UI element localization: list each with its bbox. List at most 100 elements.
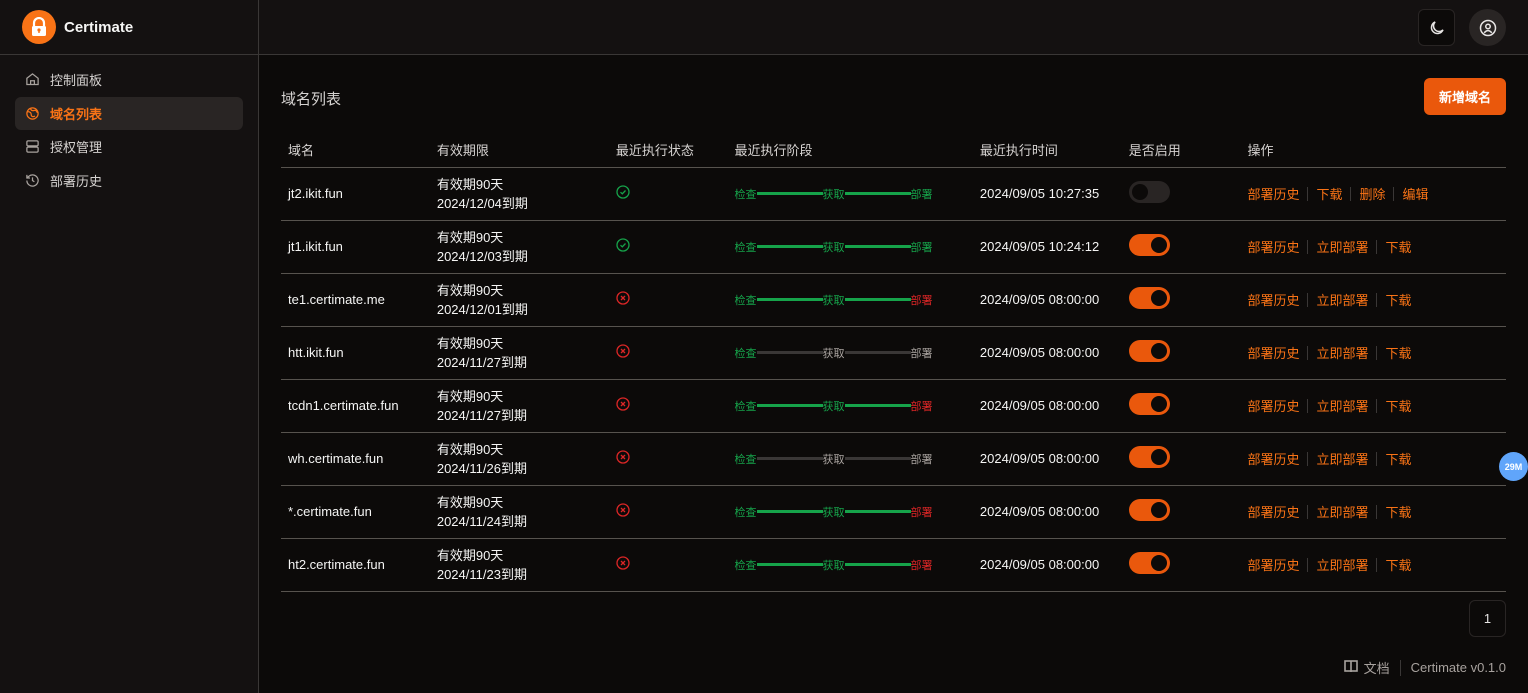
validity-text: 有效期90天	[436, 176, 504, 192]
time-cell: 2024/09/05 08:00:00	[972, 273, 1122, 327]
sidebar-item-3[interactable]: 部署历史	[15, 164, 243, 197]
expiry-text: 2024/12/04到期	[436, 195, 528, 211]
docs-link[interactable]: 文档	[1363, 661, 1390, 676]
pagination-page-1[interactable]: 1	[1469, 600, 1506, 637]
action-link[interactable]: 下载	[1385, 505, 1412, 520]
column-header: 最近执行阶段	[727, 132, 973, 168]
column-header: 最近执行状态	[608, 132, 728, 168]
table-row: te1.certimate.me 有效期90天 2024/12/01到期 检查 获…	[281, 273, 1506, 327]
status-cell	[608, 273, 728, 327]
action-link[interactable]: 下载	[1385, 399, 1412, 414]
enabled-toggle[interactable]	[1128, 552, 1170, 574]
action-link[interactable]: 部署历史	[1247, 293, 1300, 308]
actions-cell: 部署历史 下载 删除 编辑	[1240, 167, 1506, 221]
app-title: Certimate	[64, 18, 134, 36]
action-link[interactable]: 立即部署	[1316, 399, 1369, 414]
stage-deploy: 部署	[910, 188, 933, 201]
action-link[interactable]: 部署历史	[1247, 505, 1300, 520]
user-menu-button[interactable]	[1469, 9, 1506, 46]
enabled-toggle[interactable]	[1128, 287, 1170, 309]
enabled-toggle[interactable]	[1128, 446, 1170, 468]
sidebar-item-0[interactable]: 控制面板	[15, 63, 243, 96]
action-link[interactable]: 下载	[1385, 558, 1412, 573]
validity-cell: 有效期90天 2024/12/03到期	[429, 220, 609, 274]
action-link[interactable]: 立即部署	[1316, 346, 1369, 361]
stage-deploy: 部署	[910, 400, 933, 413]
stage-check: 检查	[734, 241, 757, 254]
enabled-toggle[interactable]	[1128, 393, 1170, 415]
stage-progress: 检查 获取 部署	[735, 239, 973, 255]
enabled-cell	[1121, 538, 1241, 592]
stage-deploy: 部署	[910, 453, 933, 466]
failed-x-icon	[616, 556, 630, 570]
enabled-cell	[1121, 379, 1241, 433]
action-link[interactable]: 立即部署	[1316, 452, 1369, 467]
enabled-cell	[1121, 220, 1241, 274]
action-link[interactable]: 部署历史	[1247, 558, 1300, 573]
stage-deploy: 部署	[910, 294, 933, 307]
action-link[interactable]: 部署历史	[1247, 399, 1300, 414]
stage-cell: 检查 获取 部署	[727, 379, 973, 433]
action-link[interactable]: 下载	[1385, 240, 1412, 255]
stage-cell: 检查 获取 部署	[727, 485, 973, 539]
expiry-text: 2024/12/03到期	[436, 248, 528, 264]
floating-badge[interactable]: 29M	[1499, 452, 1528, 481]
moon-icon	[1430, 20, 1444, 34]
user-circle-icon	[1479, 19, 1496, 36]
table-row: *.certimate.fun 有效期90天 2024/11/24到期 检查 获取…	[281, 485, 1506, 539]
table-row: jt2.ikit.fun 有效期90天 2024/12/04到期 检查 获取 部署…	[281, 167, 1506, 221]
stage-check: 检查	[734, 347, 757, 360]
action-link[interactable]: 下载	[1316, 187, 1343, 202]
action-link[interactable]: 编辑	[1402, 187, 1429, 202]
action-link[interactable]: 下载	[1385, 346, 1412, 361]
stage-check: 检查	[734, 559, 757, 572]
stage-line	[844, 404, 911, 407]
validity-text: 有效期90天	[436, 335, 504, 351]
enabled-toggle[interactable]	[1128, 340, 1170, 362]
action-link[interactable]: 部署历史	[1247, 240, 1300, 255]
validity-text: 有效期90天	[436, 282, 504, 298]
stage-line	[844, 510, 911, 513]
home-icon	[26, 73, 39, 86]
action-link[interactable]: 部署历史	[1247, 187, 1300, 202]
expiry-text: 2024/11/24到期	[436, 513, 527, 529]
action-link[interactable]: 部署历史	[1247, 346, 1300, 361]
action-link[interactable]: 删除	[1359, 187, 1386, 202]
server-icon	[26, 140, 39, 153]
action-link[interactable]: 下载	[1385, 452, 1412, 467]
stage-line	[844, 351, 911, 354]
enabled-toggle[interactable]	[1128, 499, 1170, 521]
stage-deploy: 部署	[910, 506, 933, 519]
action-link[interactable]: 立即部署	[1316, 240, 1369, 255]
stage-line	[756, 457, 823, 460]
theme-toggle-button[interactable]	[1418, 9, 1455, 46]
logo[interactable]: Certimate	[0, 0, 258, 55]
status-cell	[608, 326, 728, 380]
expiry-text: 2024/11/27到期	[436, 354, 527, 370]
action-link[interactable]: 立即部署	[1316, 293, 1369, 308]
sidebar-item-2[interactable]: 授权管理	[15, 130, 243, 163]
action-link[interactable]: 立即部署	[1316, 558, 1369, 573]
action-link[interactable]: 下载	[1385, 293, 1412, 308]
stage-progress: 检查 获取 部署	[735, 398, 973, 414]
stage-cell: 检查 获取 部署	[727, 432, 973, 486]
stage-progress: 检查 获取 部署	[735, 557, 973, 573]
domain-cell: tcdn1.certimate.fun	[281, 379, 430, 433]
time-cell: 2024/09/05 08:00:00	[972, 485, 1122, 539]
enabled-toggle[interactable]	[1128, 234, 1170, 256]
action-link[interactable]: 部署历史	[1247, 452, 1300, 467]
column-header: 最近执行时间	[972, 132, 1122, 168]
stage-line	[756, 298, 823, 301]
stage-check: 检查	[734, 506, 757, 519]
sidebar-item-1[interactable]: 域名列表	[15, 96, 243, 130]
enabled-toggle[interactable]	[1128, 181, 1170, 203]
validity-text: 有效期90天	[436, 494, 504, 510]
stage-line	[756, 404, 823, 407]
validity-cell: 有效期90天 2024/11/27到期	[429, 326, 609, 380]
add-domain-button[interactable]: 新增域名	[1424, 78, 1506, 115]
action-link[interactable]: 立即部署	[1316, 505, 1369, 520]
time-cell: 2024/09/05 10:27:35	[972, 167, 1122, 221]
time-cell: 2024/09/05 08:00:00	[972, 379, 1122, 433]
book-icon	[1343, 659, 1358, 676]
lock-icon	[22, 10, 56, 44]
